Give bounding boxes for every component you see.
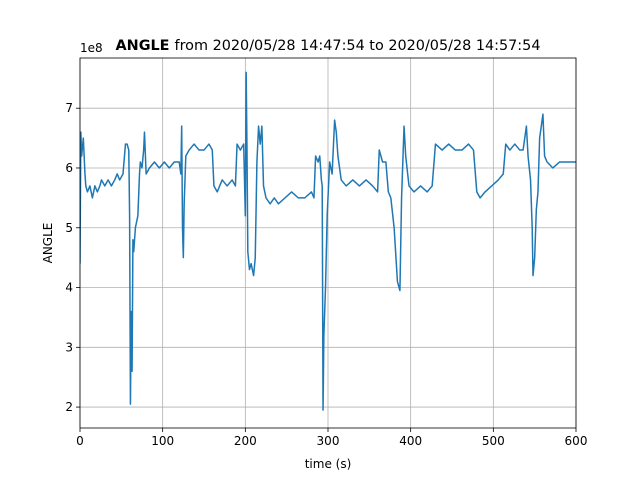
x-tick-label: 100 [151, 434, 174, 448]
data-line [80, 71, 576, 411]
x-tick-label: 600 [565, 434, 588, 448]
x-tick-label: 500 [482, 434, 505, 448]
y-tick-label: 6 [65, 161, 73, 175]
x-tick-label: 400 [399, 434, 422, 448]
x-tick-label: 200 [234, 434, 257, 448]
x-tick-label: 0 [76, 434, 84, 448]
y-tick-label: 4 [65, 281, 73, 295]
plot-frame [79, 57, 577, 429]
x-axis-label: time (s) [305, 457, 352, 471]
y-tick-label: 3 [65, 340, 73, 354]
y-tick-label: 5 [65, 221, 73, 235]
offset-text: 1e8 [80, 41, 103, 55]
y-axis-label: ANGLE [41, 223, 55, 264]
y-tick-label: 7 [65, 101, 73, 115]
title-bold: ANGLE [116, 38, 170, 54]
x-tick-label: 300 [317, 434, 340, 448]
title-rest: from 2020/05/28 14:47:54 to 2020/05/28 1… [175, 38, 541, 54]
chart-title: ANGLE from 2020/05/28 14:47:54 to 2020/05… [116, 38, 541, 54]
y-tick-label: 2 [65, 400, 73, 414]
